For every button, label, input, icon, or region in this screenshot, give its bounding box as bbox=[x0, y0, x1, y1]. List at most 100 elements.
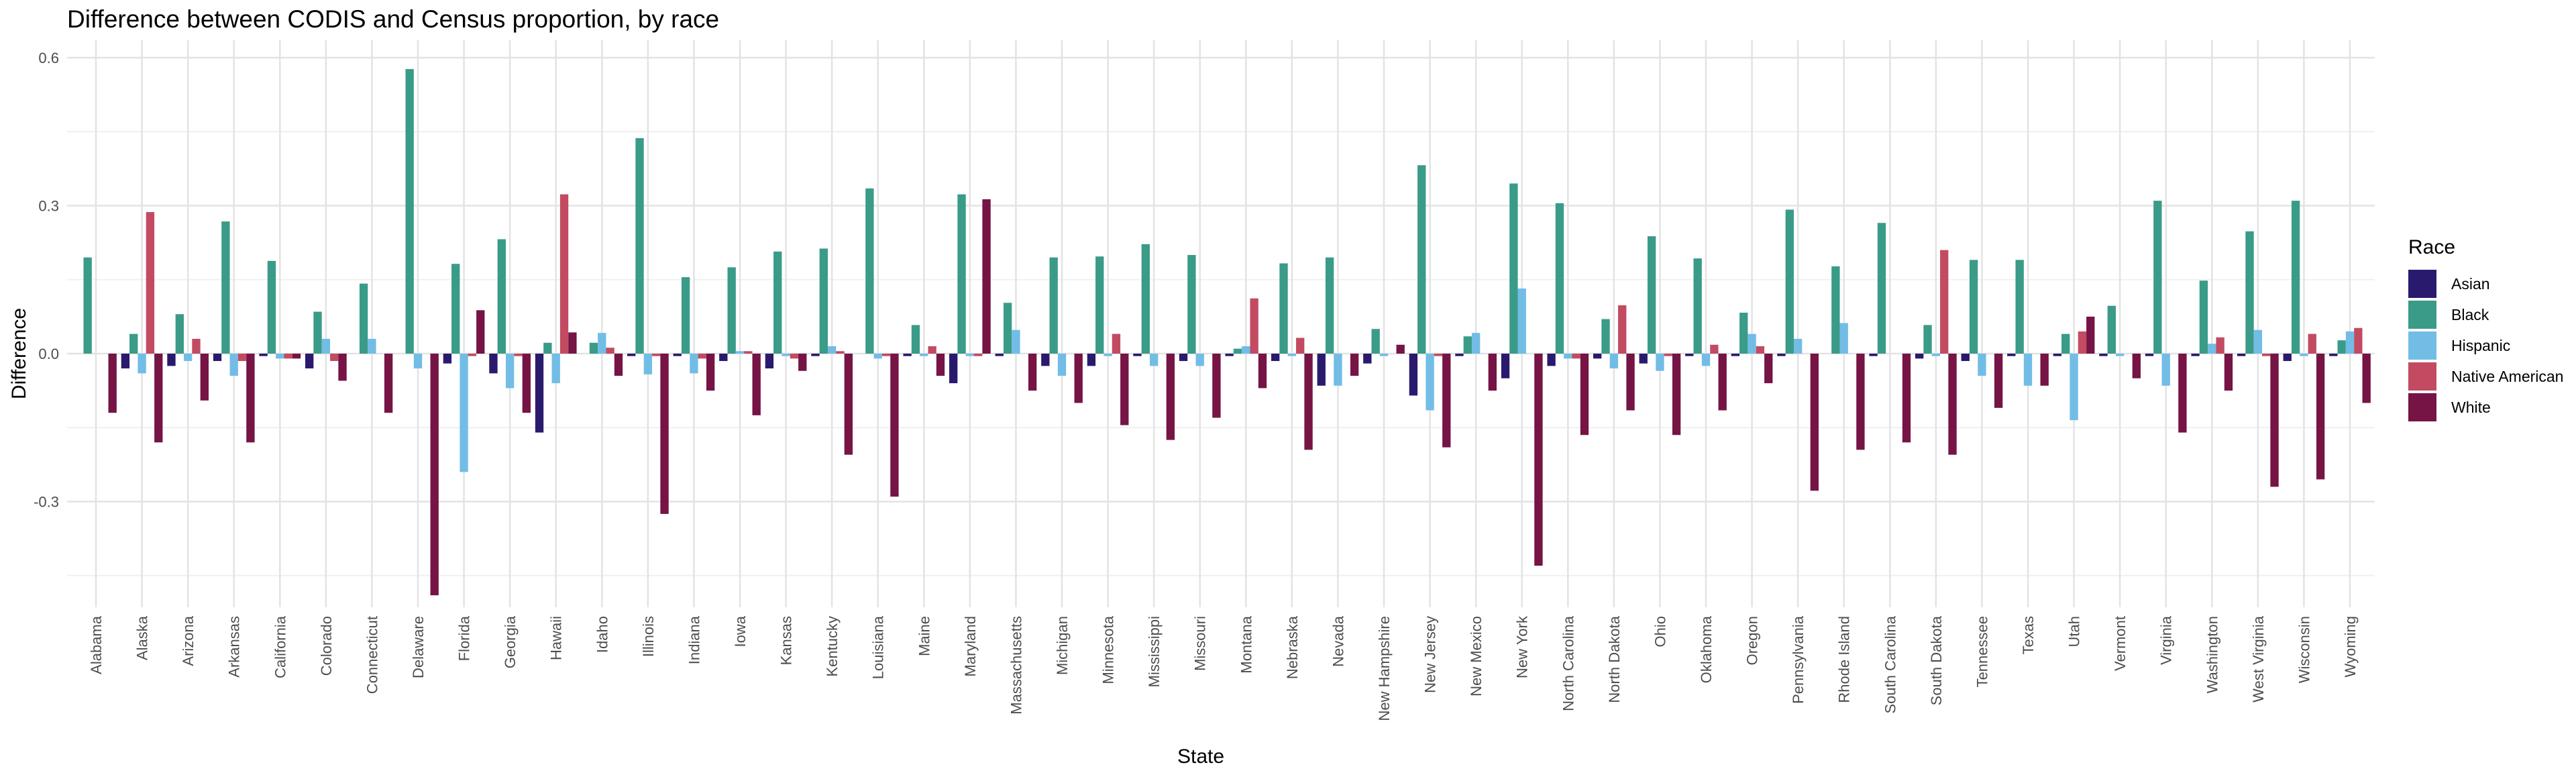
bar-white bbox=[660, 354, 669, 514]
bar-white bbox=[1764, 354, 1773, 384]
bar-black bbox=[1601, 319, 1610, 354]
bar-black bbox=[2245, 231, 2254, 354]
bar-hispanic bbox=[551, 354, 560, 384]
bar-black bbox=[1095, 256, 1104, 354]
bar-asian bbox=[811, 354, 820, 356]
x-tick-label: Maine bbox=[916, 616, 932, 656]
bar-hispanic bbox=[1748, 333, 1756, 354]
bar-black bbox=[543, 342, 552, 354]
x-tick-label: South Dakota bbox=[1928, 615, 1945, 705]
legend-items: Asian Black Hispanic Native American White bbox=[2408, 268, 2563, 423]
bar-black bbox=[83, 257, 92, 354]
bar-hispanic bbox=[782, 354, 790, 356]
bar-hispanic bbox=[735, 351, 745, 354]
bar-black bbox=[1141, 244, 1150, 354]
bar-asian bbox=[1869, 354, 1878, 356]
bar-native-american bbox=[606, 348, 614, 354]
bars bbox=[83, 68, 2371, 596]
bar-white bbox=[614, 354, 623, 376]
bar-native-american bbox=[1296, 338, 1305, 354]
bar-hispanic bbox=[1564, 354, 1572, 359]
x-tick-label: North Carolina bbox=[1560, 615, 1576, 711]
x-tick-label: Massachusetts bbox=[1008, 616, 1024, 715]
bar-asian bbox=[167, 354, 176, 366]
bar-hispanic bbox=[2070, 354, 2078, 421]
bar-native-american bbox=[1940, 250, 1949, 354]
x-tick-label: Utah bbox=[2066, 616, 2083, 647]
bar-hispanic bbox=[1242, 346, 1250, 354]
x-tick-label: Alabama bbox=[88, 615, 105, 674]
bar-black bbox=[1877, 223, 1886, 354]
bar-white bbox=[1856, 354, 1865, 450]
bar-asian bbox=[535, 354, 544, 433]
bar-black bbox=[1509, 183, 1518, 354]
bar-black bbox=[2153, 201, 2162, 354]
bar-asian bbox=[627, 354, 636, 356]
bar-black bbox=[1969, 260, 1978, 354]
bar-black bbox=[2337, 340, 2346, 354]
x-tick-label: Florida bbox=[456, 615, 473, 661]
bar-white bbox=[2132, 354, 2141, 378]
bar-hispanic bbox=[138, 354, 146, 374]
bar-black bbox=[957, 194, 966, 354]
bar-asian bbox=[1271, 354, 1280, 362]
bar-black bbox=[1187, 255, 1196, 354]
bar-asian bbox=[1547, 354, 1556, 366]
bar-white bbox=[2086, 316, 2095, 354]
bar-white bbox=[154, 354, 163, 443]
x-tick-label: New Mexico bbox=[1468, 616, 1485, 697]
x-tick-label: Connecticut bbox=[364, 616, 380, 694]
bar-asian bbox=[2007, 354, 2016, 356]
chart-title: Difference between CODIS and Census prop… bbox=[67, 5, 720, 33]
bar-native-american bbox=[559, 194, 569, 354]
bar-white bbox=[2316, 354, 2325, 480]
bar-native-american bbox=[836, 351, 845, 354]
bar-asian bbox=[213, 354, 222, 362]
y-tick-label: 0.6 bbox=[38, 50, 59, 66]
bar-native-american bbox=[2262, 354, 2271, 356]
bar-hispanic bbox=[1701, 354, 1711, 366]
x-tick-label: New York bbox=[1514, 615, 1531, 678]
bar-black bbox=[1003, 303, 1012, 354]
bar-black bbox=[1555, 203, 1564, 354]
bar-white bbox=[1994, 354, 2003, 408]
x-tick-label: Arizona bbox=[180, 615, 197, 666]
bar-hispanic bbox=[598, 333, 606, 354]
bar-white bbox=[1810, 354, 1819, 491]
bar-native-american bbox=[1710, 344, 1719, 354]
x-tick-label: Colorado bbox=[318, 616, 335, 676]
bar-black bbox=[589, 342, 598, 354]
bar-asian bbox=[1363, 354, 1372, 364]
bar-white bbox=[476, 310, 485, 354]
bar-hispanic bbox=[2208, 344, 2216, 354]
bar-hispanic bbox=[229, 354, 238, 376]
bar-white bbox=[1442, 354, 1451, 448]
x-tick-label: Virginia bbox=[2158, 615, 2175, 665]
bar-black bbox=[773, 251, 782, 354]
bar-hispanic bbox=[413, 354, 423, 369]
x-tick-label: Nebraska bbox=[1284, 615, 1301, 679]
bar-black bbox=[2015, 260, 2024, 354]
bar-hispanic bbox=[965, 354, 975, 356]
legend-item: White bbox=[2408, 392, 2563, 423]
bar-white bbox=[844, 354, 853, 455]
bar-native-american bbox=[192, 338, 201, 354]
bar-native-american bbox=[330, 354, 339, 362]
bar-black bbox=[1325, 257, 1334, 354]
bar-native-american bbox=[2216, 337, 2224, 354]
bar-white bbox=[936, 354, 945, 376]
bar-asian bbox=[1777, 354, 1786, 356]
bar-hispanic bbox=[1793, 338, 1803, 354]
x-tick-label: Delaware bbox=[410, 616, 427, 678]
bar-white bbox=[1028, 354, 1037, 391]
bar-native-american bbox=[1112, 333, 1121, 354]
bar-black bbox=[1739, 312, 1748, 354]
bar-white bbox=[430, 354, 439, 596]
x-tick-label: California bbox=[272, 615, 288, 678]
bar-hispanic bbox=[368, 338, 376, 354]
x-tick-label: Indiana bbox=[686, 615, 702, 664]
bar-asian bbox=[1409, 354, 1418, 396]
bar-black bbox=[359, 283, 368, 354]
bar-native-american bbox=[146, 212, 155, 354]
legend-item: Asian bbox=[2408, 268, 2563, 299]
